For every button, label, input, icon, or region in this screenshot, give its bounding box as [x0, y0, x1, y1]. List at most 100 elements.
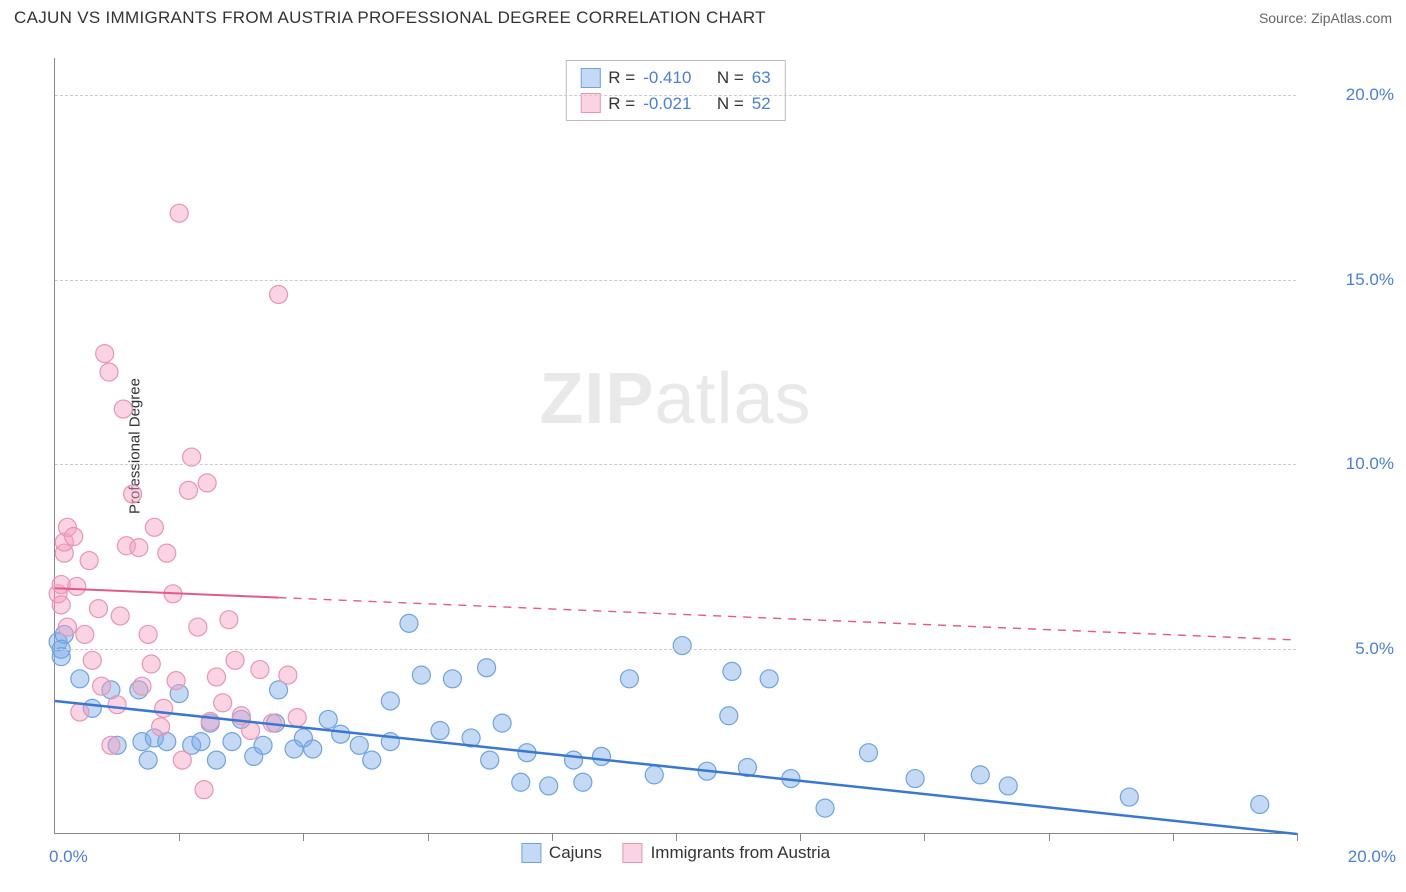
scatter-point: [102, 736, 120, 754]
scatter-point: [478, 659, 496, 677]
scatter-point: [860, 744, 878, 762]
swatch-cajuns-bottom: [521, 843, 541, 863]
xtick: [800, 833, 801, 841]
ytick-label: 10.0%: [1304, 454, 1394, 474]
scatter-svg: [55, 58, 1296, 833]
scatter-point: [760, 670, 778, 688]
scatter-point: [270, 285, 288, 303]
scatter-point: [111, 607, 129, 625]
scatter-point: [443, 670, 461, 688]
xtick: [1297, 833, 1298, 841]
scatter-point: [170, 204, 188, 222]
scatter-point: [223, 733, 241, 751]
scatter-point: [71, 703, 89, 721]
xtick-label-min: 0.0%: [49, 847, 88, 867]
scatter-point: [76, 625, 94, 643]
scatter-point: [332, 725, 350, 743]
scatter-point: [133, 677, 151, 695]
trend-line: [55, 701, 1297, 834]
scatter-point: [816, 799, 834, 817]
scatter-point: [155, 699, 173, 717]
scatter-point: [100, 363, 118, 381]
scatter-point: [158, 544, 176, 562]
scatter-point: [80, 552, 98, 570]
scatter-point: [304, 740, 322, 758]
scatter-point: [65, 528, 83, 546]
scatter-point: [620, 670, 638, 688]
xtick: [1049, 833, 1050, 841]
legend-label-1: Immigrants from Austria: [651, 843, 831, 863]
xtick: [303, 833, 304, 841]
scatter-point: [592, 747, 610, 765]
scatter-point: [540, 777, 558, 795]
scatter-point: [279, 666, 297, 684]
xtick: [924, 833, 925, 841]
scatter-point: [139, 625, 157, 643]
trend-line-dashed: [279, 598, 1297, 640]
scatter-point: [152, 718, 170, 736]
scatter-point: [207, 751, 225, 769]
legend-label-0: Cajuns: [549, 843, 602, 863]
scatter-point: [381, 692, 399, 710]
scatter-point: [481, 751, 499, 769]
scatter-point: [173, 751, 191, 769]
gridline-h: [55, 649, 1296, 650]
scatter-point: [971, 766, 989, 784]
chart-header: CAJUN VS IMMIGRANTS FROM AUSTRIA PROFESS…: [0, 0, 1406, 34]
gridline-h: [55, 280, 1296, 281]
scatter-point: [96, 345, 114, 363]
scatter-point: [130, 539, 148, 557]
scatter-point: [189, 618, 207, 636]
scatter-point: [124, 485, 142, 503]
scatter-point: [180, 481, 198, 499]
scatter-point: [288, 709, 306, 727]
scatter-point: [145, 518, 163, 536]
scatter-point: [214, 694, 232, 712]
scatter-point: [431, 722, 449, 740]
chart-source: Source: ZipAtlas.com: [1259, 10, 1392, 26]
scatter-point: [83, 651, 101, 669]
scatter-point: [220, 611, 238, 629]
ytick-label: 20.0%: [1304, 85, 1394, 105]
scatter-point: [574, 773, 592, 791]
scatter-point: [201, 712, 219, 730]
scatter-point: [192, 733, 210, 751]
scatter-point: [254, 736, 272, 754]
scatter-point: [720, 707, 738, 725]
scatter-point: [493, 714, 511, 732]
xtick: [552, 833, 553, 841]
ytick-label: 15.0%: [1304, 270, 1394, 290]
scatter-point: [226, 651, 244, 669]
scatter-point: [71, 670, 89, 688]
gridline-h: [55, 464, 1296, 465]
scatter-point: [1120, 788, 1138, 806]
xtick-label-max: 20.0%: [1306, 847, 1396, 867]
scatter-point: [1251, 795, 1269, 813]
scatter-point: [195, 781, 213, 799]
scatter-point: [108, 696, 126, 714]
ytick-label: 5.0%: [1304, 639, 1394, 659]
scatter-point: [565, 751, 583, 769]
xtick: [179, 833, 180, 841]
scatter-point: [68, 577, 86, 595]
scatter-point: [412, 666, 430, 684]
scatter-point: [350, 736, 368, 754]
scatter-point: [400, 614, 418, 632]
scatter-point: [251, 661, 269, 679]
scatter-point: [363, 751, 381, 769]
scatter-point: [167, 672, 185, 690]
xtick: [676, 833, 677, 841]
plot-area: Professional Degree ZIPatlas R = -0.410 …: [54, 58, 1296, 834]
scatter-point: [58, 618, 76, 636]
swatch-austria-bottom: [623, 843, 643, 863]
scatter-point: [999, 777, 1017, 795]
scatter-point: [142, 655, 160, 673]
chart-title: CAJUN VS IMMIGRANTS FROM AUSTRIA PROFESS…: [14, 8, 766, 28]
scatter-point: [242, 722, 260, 740]
scatter-point: [512, 773, 530, 791]
series-legend: Cajuns Immigrants from Austria: [521, 843, 830, 863]
scatter-point: [207, 668, 225, 686]
scatter-point: [723, 662, 741, 680]
scatter-point: [906, 770, 924, 788]
scatter-point: [89, 600, 107, 618]
